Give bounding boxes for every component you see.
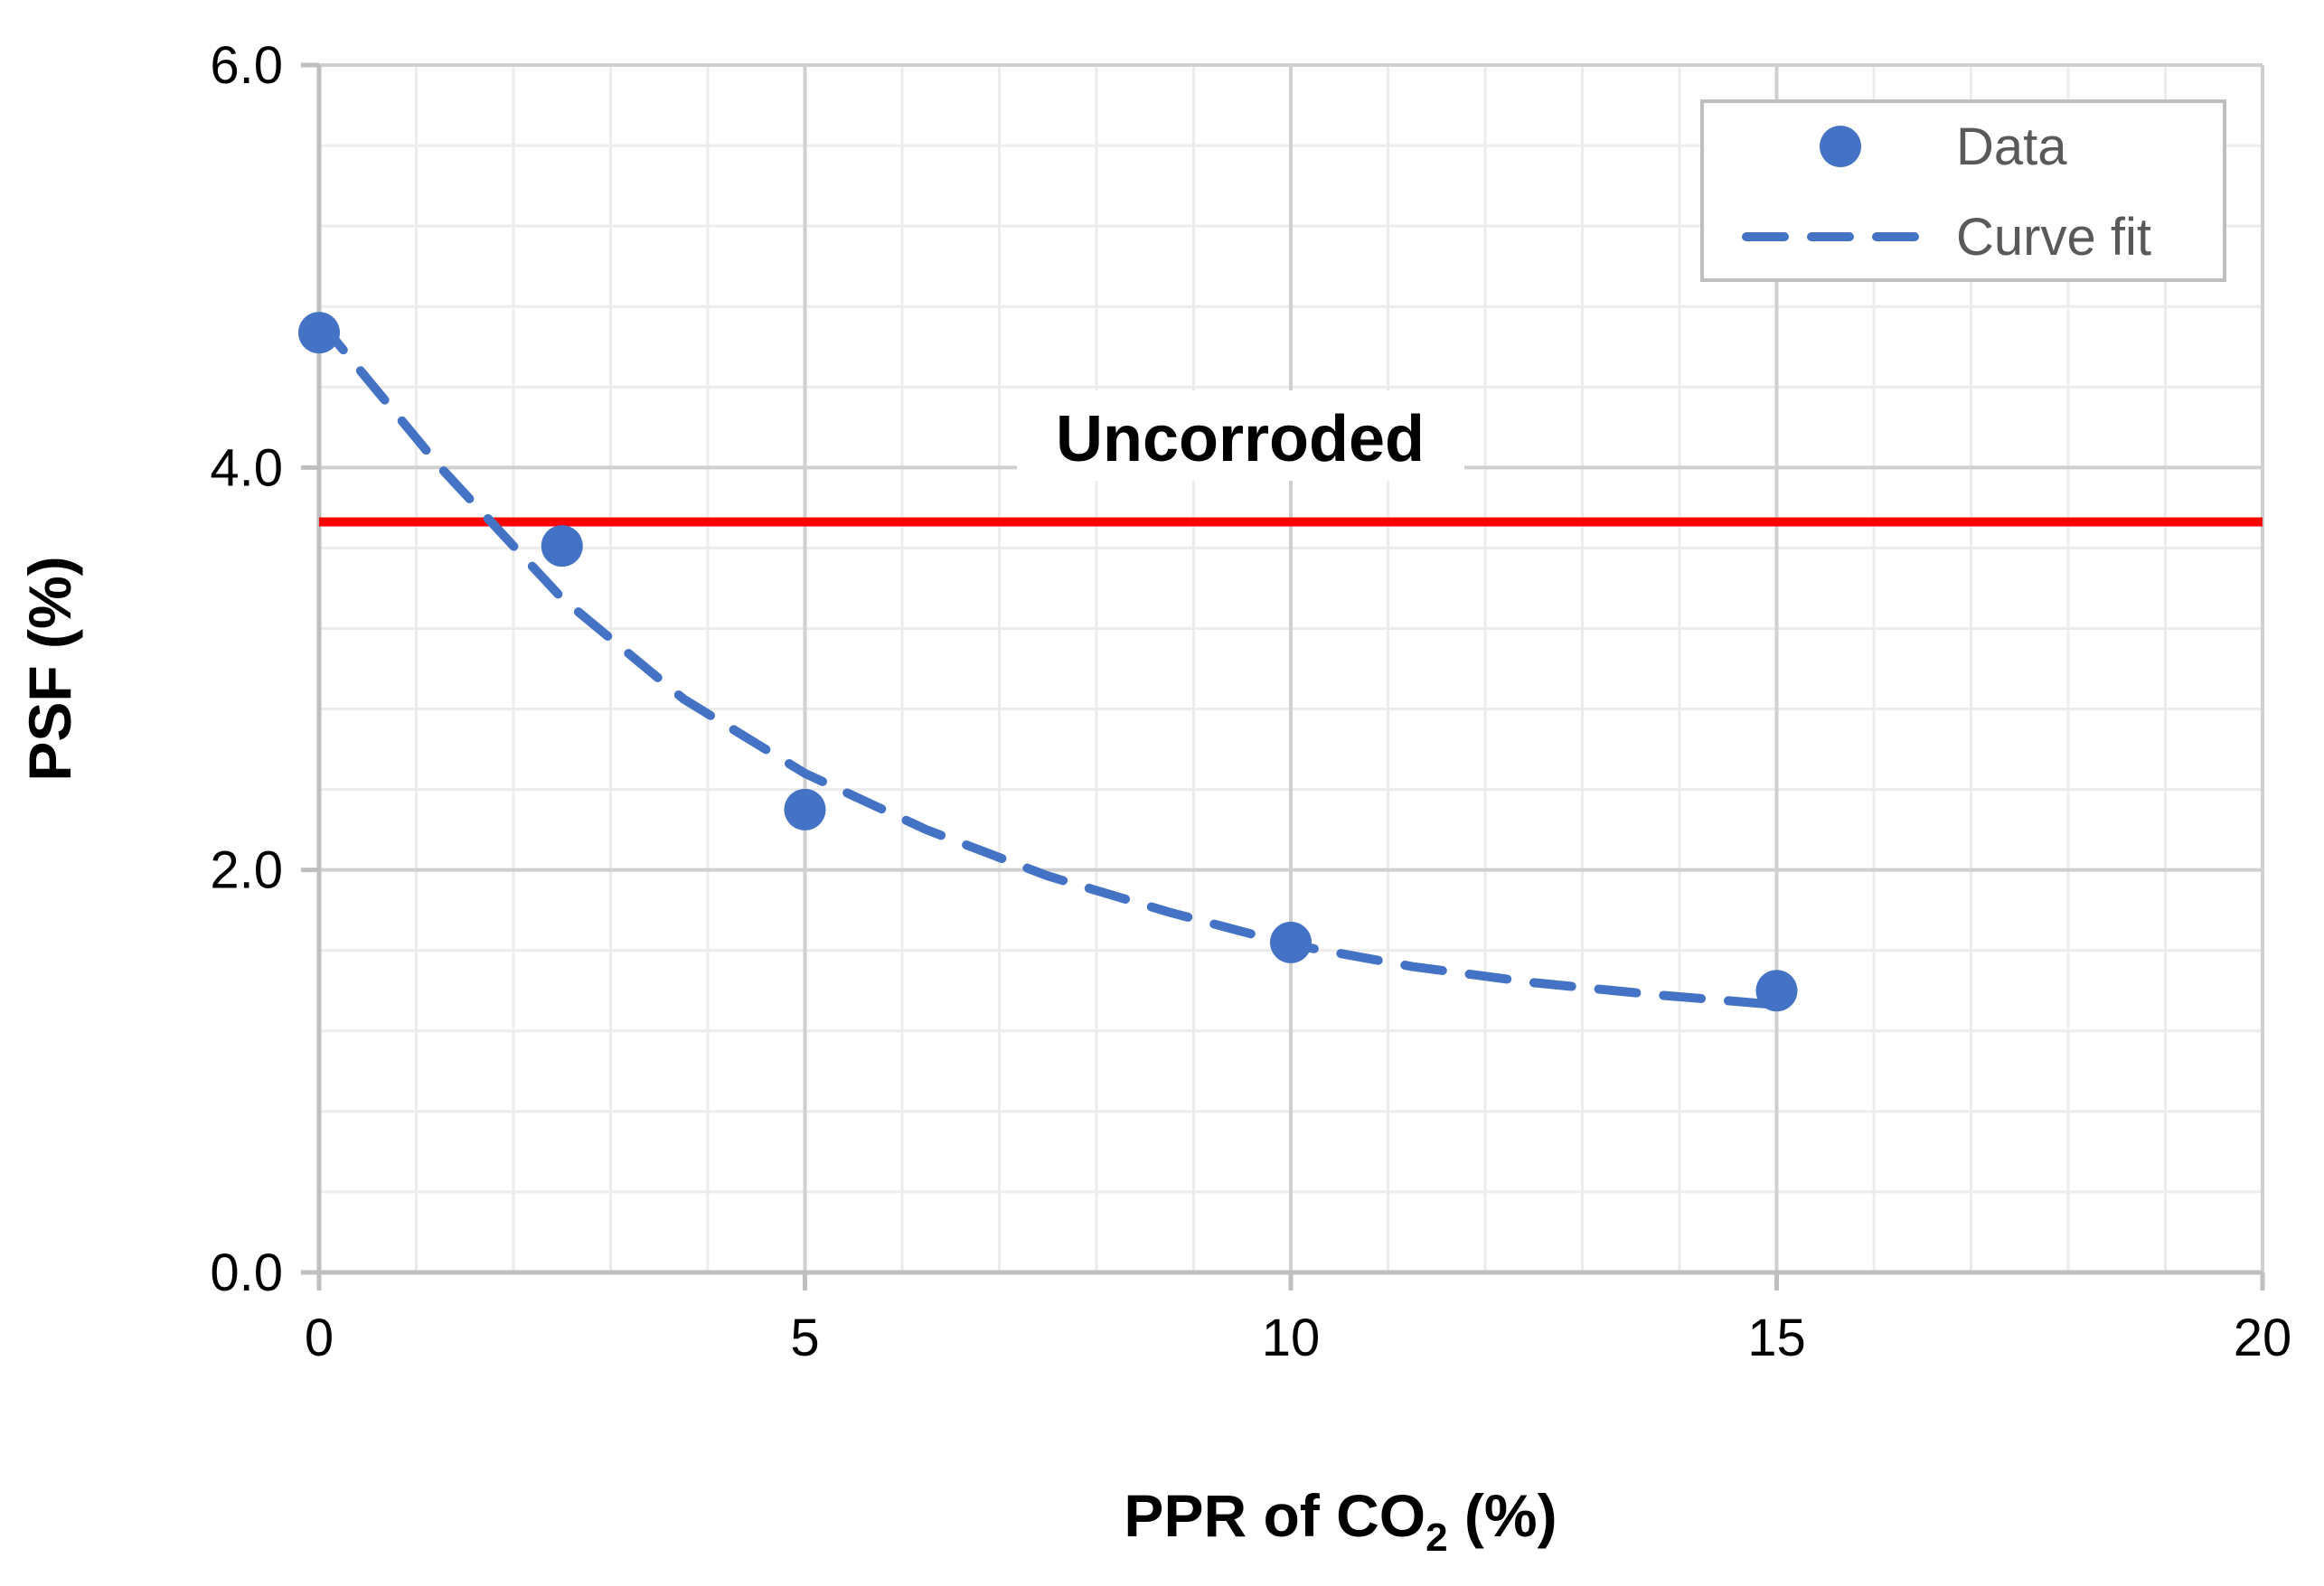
legend: Data Curve fit	[1700, 99, 2226, 282]
x-axis-title-suffix: (%)	[1448, 1482, 1557, 1549]
x-tick-label: 20	[2234, 1309, 2292, 1367]
y-tick-label: 6.0	[210, 36, 283, 95]
data-point	[1755, 970, 1798, 1012]
annotation-background	[1017, 390, 1464, 481]
x-tick-label: 0	[305, 1309, 334, 1367]
legend-label-curve-fit: Curve fit	[1956, 208, 2151, 267]
axes	[301, 62, 2265, 1290]
x-axis-title-main: PPR of CO	[1124, 1482, 1425, 1549]
y-tick-label: 0.0	[210, 1243, 283, 1302]
data-point	[541, 525, 583, 568]
legend-label-data: Data	[1956, 117, 2067, 176]
curve-fit-line	[315, 315, 1782, 1009]
y-tick-label: 2.0	[210, 841, 283, 900]
x-tick-label: 10	[1262, 1309, 1321, 1367]
y-tick-label: 4.0	[210, 438, 283, 497]
tick-labels: 0.0 2.0 4.0 6.0 0 5 10 15 20	[210, 36, 2291, 1367]
data-point	[298, 312, 340, 354]
legend-box	[1700, 99, 2226, 282]
uncorroded-label: Uncorroded	[1056, 403, 1425, 475]
x-tick-label: 5	[790, 1309, 819, 1367]
legend-data-marker-icon	[1820, 126, 1861, 167]
data-point	[784, 788, 826, 831]
uncorroded-annotation: Uncorroded	[1017, 390, 1464, 481]
x-tick-label: 15	[1747, 1309, 1806, 1367]
data-point	[1270, 921, 1312, 963]
y-axis-title: PSF (%)	[16, 556, 83, 781]
series-group	[298, 312, 1798, 1012]
x-axis-title-subscript: 2	[1425, 1516, 1447, 1560]
x-axis-title: PPR of CO2 (%)	[1124, 1482, 1557, 1560]
